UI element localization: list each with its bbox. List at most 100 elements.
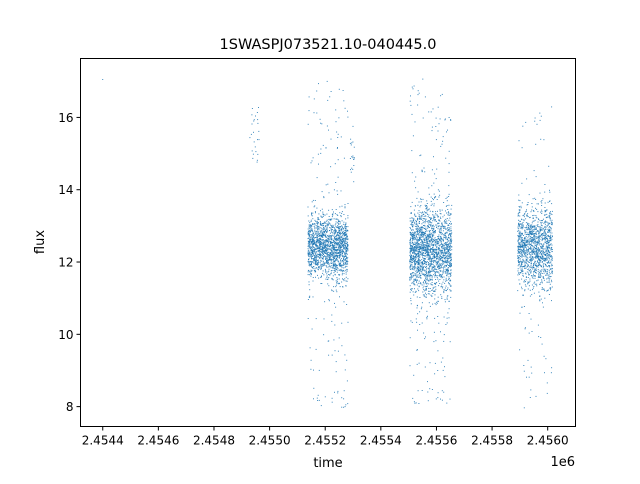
data-point	[444, 264, 446, 266]
data-point	[320, 283, 322, 284]
data-point	[518, 233, 520, 235]
data-point	[423, 262, 425, 264]
data-point	[335, 263, 336, 265]
data-point	[546, 278, 548, 280]
data-point	[538, 244, 540, 246]
data-point	[523, 243, 525, 245]
data-point	[429, 288, 431, 289]
data-point	[337, 350, 339, 352]
data-point	[309, 245, 310, 247]
data-point	[331, 289, 333, 291]
data-point	[307, 253, 309, 255]
data-point	[311, 265, 312, 267]
data-point	[311, 215, 313, 217]
data-point	[427, 275, 428, 276]
data-point	[439, 216, 441, 218]
data-point	[329, 258, 330, 260]
data-point	[436, 239, 438, 241]
data-point	[334, 350, 336, 352]
data-point	[447, 245, 449, 247]
data-point	[524, 231, 526, 233]
data-point	[318, 247, 320, 249]
data-point	[336, 265, 337, 267]
data-point	[333, 248, 335, 250]
data-point	[316, 247, 318, 249]
data-point	[413, 256, 415, 258]
data-point	[426, 205, 427, 206]
data-point	[341, 242, 343, 244]
data-point	[327, 255, 329, 257]
data-point	[343, 258, 345, 260]
data-point	[349, 158, 351, 159]
data-point	[410, 248, 412, 250]
data-point	[341, 247, 343, 248]
data-point	[449, 249, 450, 251]
data-point	[429, 290, 431, 292]
data-point	[431, 169, 433, 171]
data-point	[534, 275, 536, 277]
data-point	[328, 222, 330, 224]
data-point	[412, 397, 414, 399]
data-point	[551, 210, 553, 212]
data-point	[524, 264, 526, 266]
data-point	[328, 263, 330, 265]
data-point	[319, 257, 321, 259]
data-point	[444, 258, 446, 260]
data-point	[446, 317, 448, 319]
data-point	[415, 228, 417, 230]
data-point	[335, 226, 337, 228]
data-point	[420, 198, 422, 200]
data-point	[521, 270, 523, 272]
data-point	[344, 255, 346, 257]
data-point	[321, 248, 323, 250]
data-point	[424, 248, 426, 250]
data-point	[417, 313, 419, 315]
data-point	[308, 281, 310, 283]
data-point	[438, 190, 440, 192]
data-point	[311, 225, 313, 227]
data-point	[311, 234, 313, 236]
data-point	[437, 243, 439, 245]
data-point	[527, 265, 529, 267]
data-point	[422, 254, 424, 256]
data-point	[517, 290, 519, 292]
data-point	[426, 207, 428, 208]
data-point	[432, 284, 434, 286]
data-point	[340, 229, 342, 230]
data-point	[421, 171, 423, 173]
data-point	[449, 264, 451, 266]
data-point	[311, 237, 313, 239]
data-point	[409, 100, 411, 102]
data-point	[428, 272, 430, 274]
data-point	[549, 214, 551, 216]
data-point	[446, 218, 448, 219]
data-point	[537, 243, 539, 245]
data-point	[309, 244, 311, 246]
data-point	[449, 266, 451, 268]
data-point	[410, 213, 412, 214]
data-point	[527, 222, 529, 224]
data-point	[315, 244, 316, 245]
data-point	[412, 234, 414, 235]
data-point	[448, 308, 450, 310]
data-point	[317, 226, 319, 228]
data-point	[317, 233, 319, 235]
data-point	[538, 203, 539, 205]
data-point	[328, 261, 329, 263]
data-point	[543, 266, 545, 267]
data-point	[517, 215, 519, 217]
data-point	[449, 256, 451, 258]
data-point	[317, 246, 319, 248]
data-point	[520, 241, 522, 243]
data-point	[339, 251, 341, 253]
data-point	[347, 116, 349, 118]
data-point	[315, 243, 317, 245]
data-point	[328, 244, 330, 246]
data-point	[433, 205, 435, 207]
data-point	[312, 230, 314, 232]
data-point	[528, 272, 529, 274]
data-point	[439, 267, 441, 269]
data-point	[337, 267, 339, 269]
data-point	[325, 222, 327, 224]
data-point	[444, 287, 446, 289]
